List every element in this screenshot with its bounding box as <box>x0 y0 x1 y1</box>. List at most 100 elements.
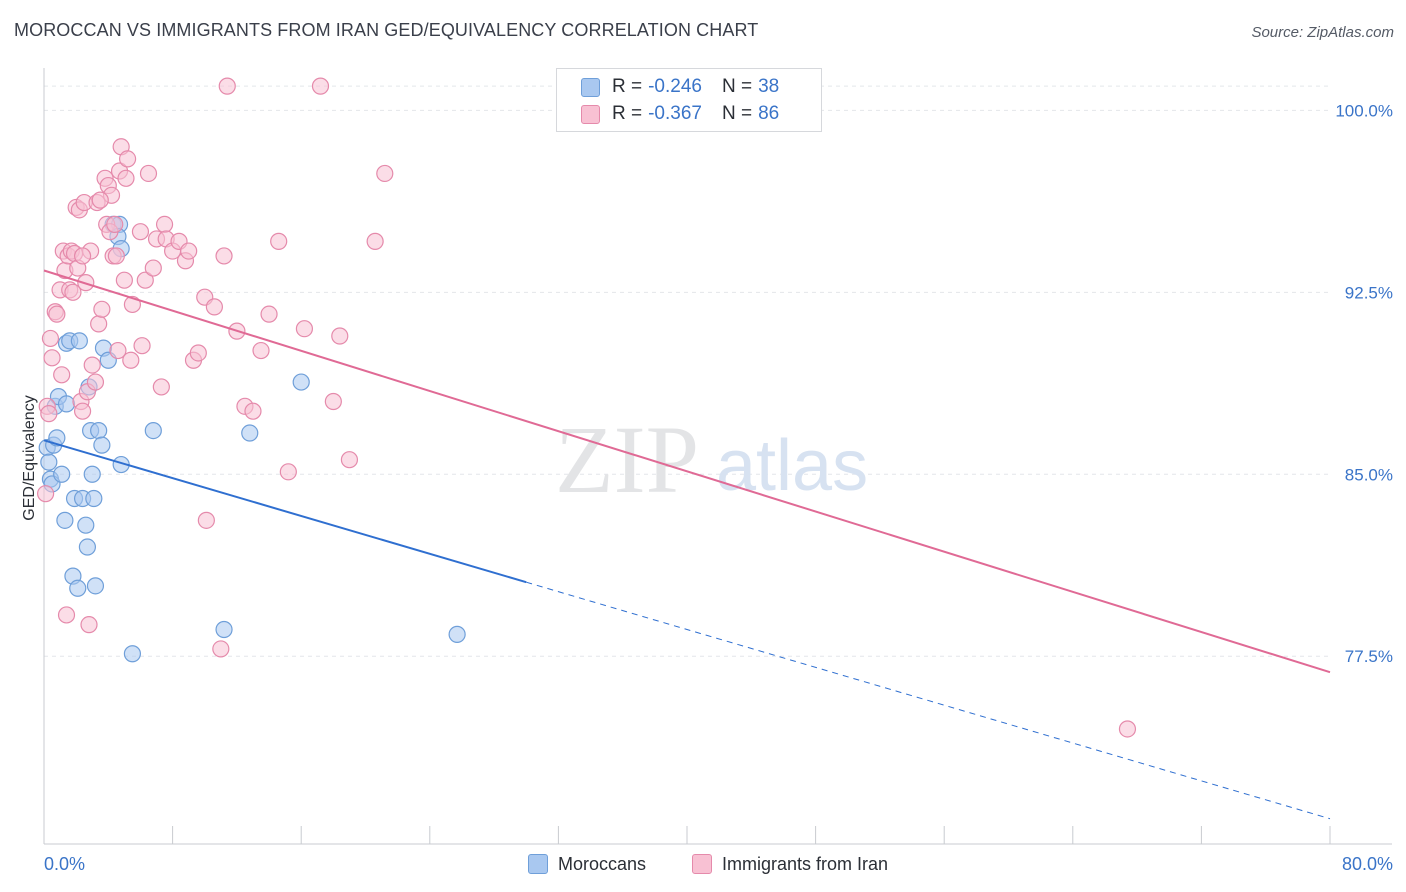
bottom-legend-swatch-iran <box>692 854 712 874</box>
legend-n-value: 38 <box>758 76 780 97</box>
moroccans-point <box>78 538 97 556</box>
legend-row-iran: R = -0.367 N = 86 <box>581 102 779 126</box>
legend-row-moroccans: R = -0.246 N = 38 <box>581 75 779 99</box>
iran-point <box>131 223 150 241</box>
correlation-legend: R = -0.246 N = 38 R = -0.367 N = 86 <box>556 68 822 132</box>
iran-point <box>152 378 170 396</box>
iran-point <box>117 169 135 187</box>
y-tick-label: 92.5% <box>1345 283 1393 302</box>
watermark-atlas: atlas <box>716 426 868 506</box>
iran-trend-line <box>43 269 1331 674</box>
iran-point <box>57 606 76 624</box>
iran-point <box>324 392 342 411</box>
iran-point <box>37 485 55 503</box>
legend-swatch-moroccans <box>581 77 600 97</box>
iran-point <box>53 366 71 384</box>
iran-point <box>109 341 127 360</box>
iran-point <box>41 329 60 348</box>
iran-point <box>43 349 61 367</box>
trend-lines <box>43 269 1331 820</box>
iran-point <box>40 405 58 423</box>
iran-point <box>93 300 111 318</box>
y-tick-label: 100.0% <box>1335 101 1393 120</box>
legend-n-label: N = <box>721 76 753 97</box>
bottom-legend-label-moroccans: Moroccans <box>558 853 647 874</box>
iran-point <box>376 164 394 183</box>
iran-point <box>311 77 330 95</box>
source-credit: Source: ZipAtlas.com <box>1251 24 1394 41</box>
iran-point <box>205 298 223 316</box>
iran-point <box>144 259 162 277</box>
iran-point <box>260 305 278 323</box>
watermark-zip: ZIP <box>555 406 699 513</box>
bottom-legend-swatch-moroccans <box>528 854 548 874</box>
iran-point <box>115 271 133 289</box>
legend-r-value: -0.246 <box>648 76 702 97</box>
bottom-legend-label-iran: Immigrants from Iran <box>722 853 889 874</box>
iran-point <box>331 327 349 345</box>
legend-swatch-iran <box>581 104 600 124</box>
moroccans-point <box>86 577 105 595</box>
iran-point <box>212 640 230 658</box>
moroccans-point <box>292 373 310 391</box>
moroccans-point <box>215 620 233 639</box>
iran-point <box>180 242 198 260</box>
iran-point <box>91 191 109 209</box>
iran-point <box>118 150 137 168</box>
iran-point <box>107 247 125 265</box>
iran-point <box>48 305 66 323</box>
iran-point <box>279 463 297 481</box>
moroccans-point <box>77 516 95 534</box>
iran-point <box>73 402 92 420</box>
x-tick-label-min: 0.0% <box>44 854 85 874</box>
iran-point <box>80 616 98 634</box>
legend-r-label: R = <box>612 103 643 124</box>
moroccans-point <box>123 645 142 663</box>
moroccans-trend-extension <box>526 581 1331 820</box>
iran-point <box>64 283 82 301</box>
data-points <box>37 77 1137 738</box>
moroccans-trend-line <box>43 439 527 584</box>
iran-point <box>86 373 105 391</box>
iran-point <box>73 247 92 265</box>
iran-point <box>244 402 262 420</box>
iran-point <box>155 215 174 233</box>
iran-point <box>133 337 151 355</box>
x-tick-label-max: 80.0% <box>1342 854 1393 874</box>
iran-point <box>122 351 140 369</box>
iran-point <box>83 356 101 374</box>
iran-point <box>139 164 158 183</box>
iran-point <box>218 77 236 95</box>
moroccans-point <box>93 436 111 454</box>
iran-point <box>295 320 314 338</box>
legend-r-label: R = <box>612 76 643 97</box>
iran-point <box>252 341 270 360</box>
grid-lines <box>44 85 1330 657</box>
moroccans-point <box>85 489 103 508</box>
moroccans-point <box>69 579 87 597</box>
iran-point <box>270 232 288 250</box>
chart-title: MOROCCAN VS IMMIGRANTS FROM IRAN GED/EQU… <box>14 20 759 40</box>
legend-r-value: -0.367 <box>648 103 702 124</box>
iran-point <box>215 247 233 265</box>
iran-point <box>136 271 154 289</box>
moroccans-point <box>90 421 108 440</box>
iran-point <box>123 295 142 314</box>
bottom-legend-moroccans: Moroccans <box>528 852 646 876</box>
moroccans-point <box>53 465 71 483</box>
moroccans-point <box>83 465 101 483</box>
bottom-legend-iran: Immigrants from Iran <box>692 852 888 876</box>
legend-n-label: N = <box>721 103 753 124</box>
iran-point <box>340 451 359 469</box>
watermark: ZIP atlas <box>555 406 868 513</box>
moroccans-point <box>70 332 88 350</box>
moroccans-point <box>448 625 466 643</box>
moroccans-point <box>56 511 74 529</box>
iran-point <box>189 344 207 362</box>
moroccans-point <box>241 424 259 442</box>
moroccans-point <box>57 395 76 413</box>
moroccans-point <box>144 421 162 440</box>
axes: 77.5% 85.0% 92.5% 100.0% 0.0% 80.0% <box>43 68 1393 874</box>
iran-point <box>106 215 124 233</box>
